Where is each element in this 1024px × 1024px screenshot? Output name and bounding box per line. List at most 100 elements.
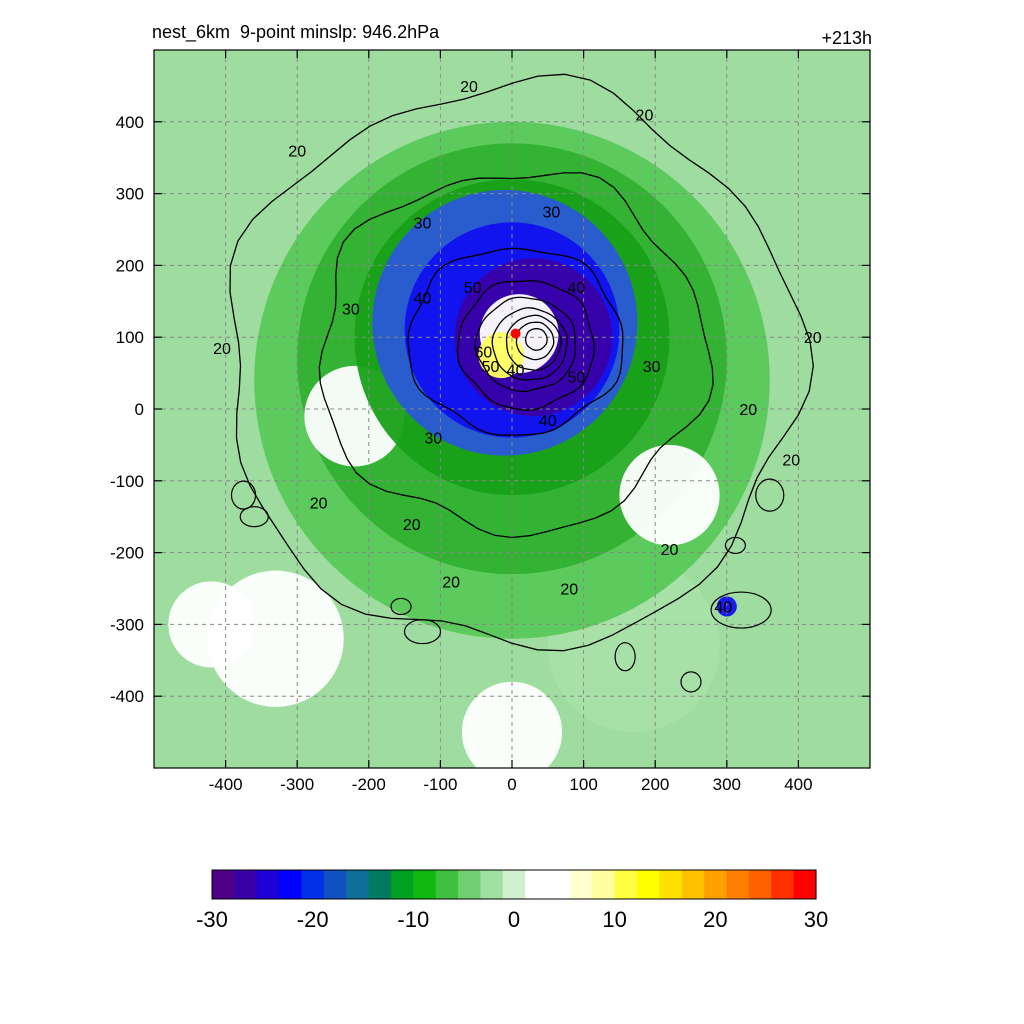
contour-label: 20 — [403, 517, 421, 534]
contour-label: 20 — [310, 495, 328, 512]
colorbar-tick-label: 10 — [602, 907, 626, 932]
x-tick-label: -400 — [209, 775, 243, 794]
x-tick-label: -200 — [352, 775, 386, 794]
contour-island-7 — [724, 536, 746, 555]
wind-contours — [229, 73, 814, 693]
colorbar-swatch — [368, 870, 392, 899]
colorbar-frame — [211, 869, 817, 900]
y-tick-label: -200 — [110, 544, 144, 563]
contour-island-2 — [403, 618, 442, 645]
contour-label: 40 — [507, 363, 525, 380]
contour-label: 50 — [464, 280, 482, 297]
contour-line-8 — [524, 327, 548, 351]
contour-label: 30 — [414, 215, 432, 232]
colorbar-swatch — [390, 870, 414, 899]
contour-line-0 — [229, 73, 814, 652]
colorbar-tick-label: -20 — [297, 907, 329, 932]
contour-label: 20 — [739, 402, 757, 419]
contour-label: 20 — [213, 341, 231, 358]
x-tick-label: -300 — [280, 775, 314, 794]
y-tick-label: 400 — [116, 113, 144, 132]
contour-label: 50 — [568, 370, 586, 387]
y-tick-label: -100 — [110, 472, 144, 491]
colorbar-swatch — [793, 870, 817, 899]
contour-label: 60 — [474, 345, 492, 362]
contour-label: 30 — [643, 359, 661, 376]
plot-title: nest_6km 9-point minslp: 946.2hPa — [152, 22, 440, 42]
colorbar-swatch — [637, 870, 661, 899]
colorbar-swatch — [614, 870, 638, 899]
contour-line-1 — [318, 172, 714, 539]
contour-label: 20 — [804, 330, 822, 347]
contour-label: 20 — [460, 79, 478, 96]
contour-label: 30 — [424, 431, 442, 448]
colorbar-swatch — [346, 870, 370, 899]
colorbar-swatch — [502, 870, 526, 899]
contour-line-5 — [491, 307, 568, 381]
x-tick-label: 0 — [507, 775, 516, 794]
colorbar-tick-label: -30 — [196, 907, 228, 932]
contour-label: 50 — [482, 359, 500, 376]
colorbar-swatch — [212, 870, 235, 899]
y-tick-label: 100 — [116, 328, 144, 347]
contour-island-0 — [239, 506, 269, 528]
colorbar-swatch — [301, 870, 325, 899]
colorbar-swatch — [592, 870, 616, 899]
shaded-field — [154, 50, 870, 768]
field-region-7 — [619, 444, 720, 546]
contour-label: 20 — [288, 144, 306, 161]
contour-island-4 — [614, 642, 636, 672]
colorbar-swatch — [256, 870, 280, 899]
colorbar-swatch — [234, 870, 258, 899]
contour-line-6 — [505, 314, 562, 371]
x-tick-label: 400 — [784, 775, 812, 794]
colorbar-swatch — [569, 870, 593, 899]
contour-label: 30 — [542, 205, 560, 222]
contour-line-2 — [407, 247, 624, 436]
colorbar-swatch — [681, 870, 705, 899]
y-tick-label: -300 — [110, 615, 144, 634]
colorbar-swatch — [659, 870, 683, 899]
contour-label: 20 — [636, 108, 654, 125]
y-tick-label: -400 — [110, 687, 144, 706]
contour-line-7 — [515, 321, 555, 361]
field-region-13 — [478, 332, 525, 379]
y-tick-label: 0 — [135, 400, 144, 419]
forecast-hour-label: +213h — [821, 28, 872, 48]
colorbar-swatch — [435, 870, 459, 899]
colorbar-swatch — [413, 870, 437, 899]
colorbar-swatch — [726, 870, 750, 899]
colorbar-swatch — [525, 870, 549, 899]
contour-label: 40 — [714, 599, 732, 616]
contour-label: 20 — [560, 582, 578, 599]
contour-label: 20 — [442, 574, 460, 591]
contour-island-8 — [680, 671, 702, 693]
colorbar-swatch — [704, 870, 728, 899]
contour-island-1 — [390, 597, 412, 616]
colorbar-swatch — [480, 870, 504, 899]
colorbar-tick-label: 30 — [804, 907, 828, 932]
contour-line-4 — [474, 296, 577, 393]
contour-label: 40 — [414, 291, 432, 308]
colorbar-swatch — [458, 870, 482, 899]
storm-center-marker — [510, 328, 521, 339]
contour-label: 20 — [661, 542, 679, 559]
x-tick-label: 100 — [569, 775, 597, 794]
colorbar-tick-label: 0 — [508, 907, 520, 932]
contour-island-3 — [710, 591, 772, 629]
colorbar-tick-label: 20 — [703, 907, 727, 932]
x-tick-label: 200 — [641, 775, 669, 794]
colorbar: -30 -20 -10 0 10 20 30 — [196, 869, 828, 932]
x-tick-label: -100 — [423, 775, 457, 794]
colorbar-swatch — [748, 870, 772, 899]
colorbar-swatch — [279, 870, 303, 899]
contour-label: 40 — [568, 280, 586, 297]
colorbar-swatch — [771, 870, 795, 899]
contour-island-6 — [755, 478, 785, 512]
y-tick-label: 300 — [116, 185, 144, 204]
contour-label: 20 — [782, 452, 800, 469]
axis-ticks: -400 -300 -200 -100 0 100 200 300 400-400-300-20… — [110, 50, 870, 794]
